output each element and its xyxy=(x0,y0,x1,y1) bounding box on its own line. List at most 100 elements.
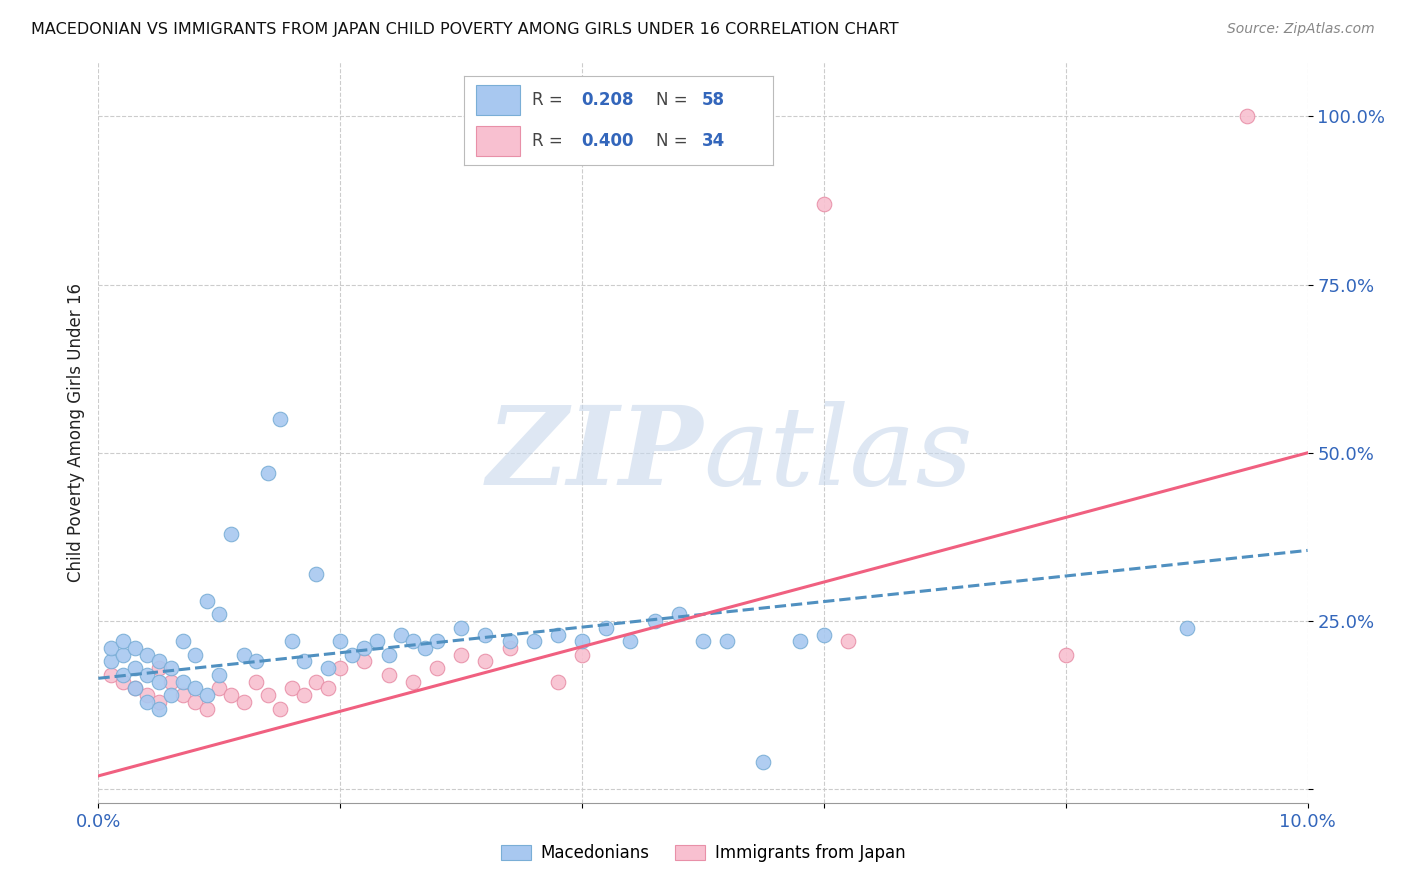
Point xyxy=(148,701,170,715)
Point xyxy=(184,695,207,709)
Point xyxy=(413,640,436,655)
Point xyxy=(668,607,690,622)
Point xyxy=(135,688,157,702)
Text: ZIP: ZIP xyxy=(486,401,703,508)
Point xyxy=(329,634,352,648)
Point xyxy=(172,674,194,689)
Point xyxy=(752,756,775,770)
Point xyxy=(547,627,569,641)
Text: 34: 34 xyxy=(702,132,725,150)
Point xyxy=(124,661,146,675)
Point xyxy=(571,648,593,662)
Point xyxy=(377,648,399,662)
Point xyxy=(100,655,122,669)
Point xyxy=(195,594,218,608)
Point xyxy=(281,681,304,696)
Point xyxy=(160,661,183,675)
Text: MACEDONIAN VS IMMIGRANTS FROM JAPAN CHILD POVERTY AMONG GIRLS UNDER 16 CORRELATI: MACEDONIAN VS IMMIGRANTS FROM JAPAN CHIL… xyxy=(31,22,898,37)
Point xyxy=(245,655,267,669)
Point xyxy=(1175,621,1198,635)
Point xyxy=(184,648,207,662)
Point xyxy=(111,674,134,689)
Text: R =: R = xyxy=(531,132,568,150)
Point xyxy=(148,661,170,675)
Point xyxy=(195,688,218,702)
Point xyxy=(232,695,254,709)
Point xyxy=(342,648,364,662)
Point xyxy=(1054,648,1077,662)
Point xyxy=(111,668,134,682)
Point xyxy=(692,634,714,648)
Point xyxy=(256,466,278,480)
Point xyxy=(426,634,449,648)
Point xyxy=(316,661,339,675)
Point xyxy=(305,674,328,689)
Legend: Macedonians, Immigrants from Japan: Macedonians, Immigrants from Japan xyxy=(494,838,912,869)
Point xyxy=(281,634,304,648)
Point xyxy=(366,634,388,648)
Point xyxy=(111,634,134,648)
Point xyxy=(353,640,375,655)
Point xyxy=(716,634,738,648)
Point xyxy=(595,621,617,635)
Point xyxy=(316,681,339,696)
Point xyxy=(208,607,231,622)
Point xyxy=(100,668,122,682)
Text: 58: 58 xyxy=(702,91,725,109)
Point xyxy=(221,526,243,541)
Text: 0.400: 0.400 xyxy=(582,132,634,150)
Point xyxy=(498,640,520,655)
Point xyxy=(619,634,641,648)
Point xyxy=(111,648,134,662)
Point xyxy=(232,648,254,662)
Point xyxy=(269,701,291,715)
Point xyxy=(353,655,375,669)
Point xyxy=(269,412,291,426)
Point xyxy=(124,681,146,696)
Point xyxy=(1236,109,1258,123)
Point xyxy=(195,701,218,715)
Point xyxy=(208,681,231,696)
Point xyxy=(160,674,183,689)
Point xyxy=(547,674,569,689)
Point xyxy=(256,688,278,702)
Point xyxy=(837,634,859,648)
Point xyxy=(172,634,194,648)
Point xyxy=(571,634,593,648)
Point xyxy=(498,634,520,648)
Point xyxy=(221,688,243,702)
Point xyxy=(124,681,146,696)
Text: Source: ZipAtlas.com: Source: ZipAtlas.com xyxy=(1227,22,1375,37)
Text: N =: N = xyxy=(655,91,693,109)
Point xyxy=(148,695,170,709)
Point xyxy=(450,621,472,635)
Point xyxy=(450,648,472,662)
Point xyxy=(474,627,496,641)
Point xyxy=(124,640,146,655)
Point xyxy=(426,661,449,675)
Point xyxy=(789,634,811,648)
Point xyxy=(389,627,412,641)
Point xyxy=(813,627,835,641)
Point xyxy=(813,196,835,211)
Text: atlas: atlas xyxy=(703,401,973,508)
Y-axis label: Child Poverty Among Girls Under 16: Child Poverty Among Girls Under 16 xyxy=(66,283,84,582)
Point xyxy=(208,668,231,682)
Point xyxy=(245,674,267,689)
Point xyxy=(292,688,315,702)
Point xyxy=(135,668,157,682)
Text: 0.208: 0.208 xyxy=(582,91,634,109)
Point xyxy=(292,655,315,669)
Point xyxy=(644,614,666,628)
Bar xyxy=(477,85,520,115)
Point xyxy=(184,681,207,696)
Point xyxy=(172,688,194,702)
Point xyxy=(135,695,157,709)
Point xyxy=(402,634,425,648)
Point xyxy=(135,648,157,662)
Point xyxy=(148,674,170,689)
Text: R =: R = xyxy=(531,91,568,109)
Point xyxy=(305,566,328,581)
Point xyxy=(377,668,399,682)
Point xyxy=(474,655,496,669)
